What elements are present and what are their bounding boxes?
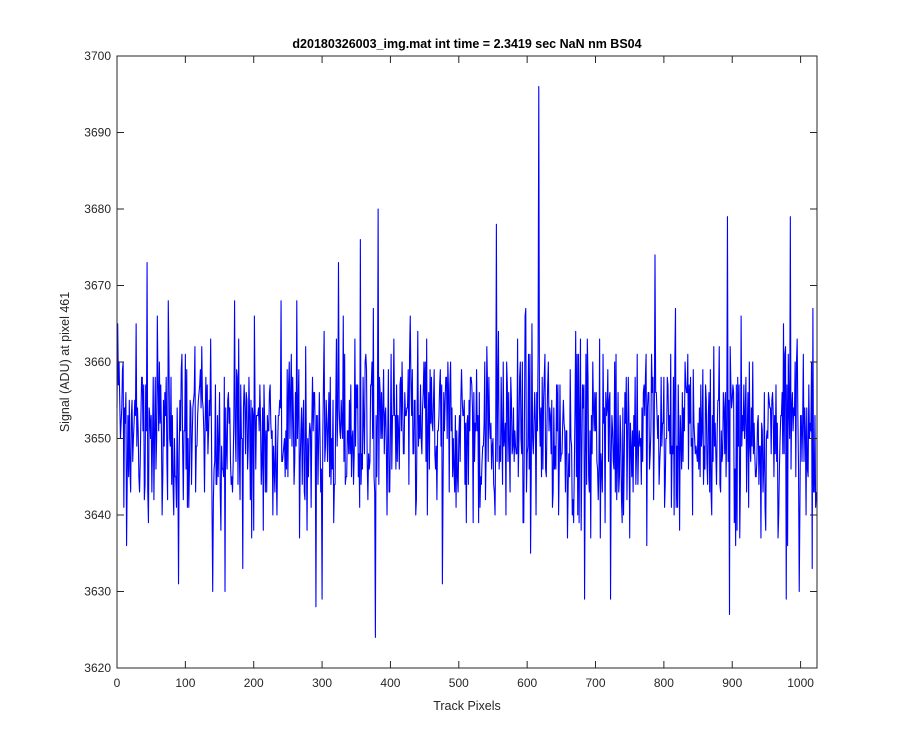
x-tick-label: 700 bbox=[586, 676, 606, 690]
x-tick-label: 300 bbox=[312, 676, 332, 690]
y-tick-label: 3640 bbox=[84, 508, 111, 522]
x-tick-label: 1000 bbox=[787, 676, 814, 690]
y-tick-label: 3660 bbox=[84, 355, 111, 369]
chart-title: d20180326003_img.mat int time = 2.3419 s… bbox=[292, 37, 641, 51]
y-tick-label: 3670 bbox=[84, 279, 111, 293]
x-tick-label: 100 bbox=[175, 676, 195, 690]
y-tick-label: 3690 bbox=[84, 126, 111, 140]
x-tick-label: 0 bbox=[114, 676, 121, 690]
x-tick-label: 600 bbox=[517, 676, 537, 690]
y-tick-label: 3650 bbox=[84, 432, 111, 446]
y-tick-label: 3680 bbox=[84, 202, 111, 216]
x-tick-label: 400 bbox=[380, 676, 400, 690]
y-tick-label: 3620 bbox=[84, 661, 111, 675]
x-tick-label: 500 bbox=[449, 676, 469, 690]
x-tick-label: 200 bbox=[244, 676, 264, 690]
x-tick-label: 800 bbox=[654, 676, 674, 690]
plot-area bbox=[117, 56, 817, 668]
x-axis-label: Track Pixels bbox=[433, 699, 501, 713]
x-tick-label: 900 bbox=[722, 676, 742, 690]
y-tick-label: 3630 bbox=[84, 585, 111, 599]
y-tick-label: 3700 bbox=[84, 49, 111, 63]
series-line bbox=[116, 86, 817, 638]
y-axis-label: Signal (ADU) at pixel 461 bbox=[58, 292, 72, 432]
